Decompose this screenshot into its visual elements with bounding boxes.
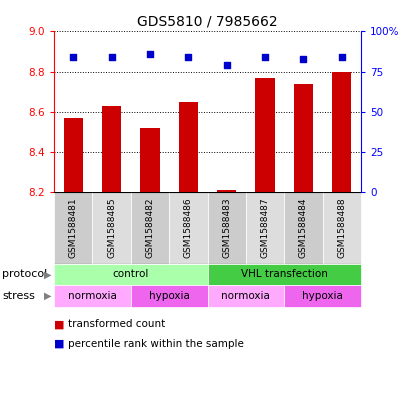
FancyBboxPatch shape: [284, 285, 361, 307]
Text: GSM1588486: GSM1588486: [184, 198, 193, 258]
Bar: [256, 78, 275, 192]
FancyBboxPatch shape: [54, 192, 93, 264]
FancyBboxPatch shape: [169, 192, 208, 264]
Text: protocol: protocol: [2, 269, 47, 279]
Text: ▶: ▶: [44, 269, 52, 279]
Bar: [217, 190, 236, 192]
Text: transformed count: transformed count: [68, 319, 166, 329]
Text: VHL transfection: VHL transfection: [241, 269, 328, 279]
Text: GSM1588483: GSM1588483: [222, 198, 231, 258]
Point: [108, 54, 115, 60]
Point: [262, 54, 269, 60]
FancyBboxPatch shape: [54, 264, 208, 285]
Point: [185, 54, 192, 60]
Text: normoxia: normoxia: [68, 291, 117, 301]
FancyBboxPatch shape: [208, 264, 361, 285]
Point: [146, 51, 153, 57]
Text: ▶: ▶: [44, 291, 52, 301]
Text: GSM1588484: GSM1588484: [299, 198, 308, 258]
Text: GSM1588481: GSM1588481: [68, 198, 78, 258]
FancyBboxPatch shape: [323, 192, 361, 264]
Bar: [179, 102, 198, 192]
Text: GSM1588485: GSM1588485: [107, 198, 116, 258]
Text: GSM1588487: GSM1588487: [261, 198, 270, 258]
Bar: [332, 72, 352, 192]
Text: control: control: [112, 269, 149, 279]
FancyBboxPatch shape: [246, 192, 284, 264]
Point: [70, 54, 76, 60]
Text: ■: ■: [54, 339, 64, 349]
Text: percentile rank within the sample: percentile rank within the sample: [68, 339, 244, 349]
Text: hypoxia: hypoxia: [302, 291, 343, 301]
Bar: [140, 128, 159, 192]
Text: normoxia: normoxia: [222, 291, 270, 301]
FancyBboxPatch shape: [208, 192, 246, 264]
Text: GSM1588482: GSM1588482: [145, 198, 154, 258]
Text: stress: stress: [2, 291, 35, 301]
FancyBboxPatch shape: [208, 285, 284, 307]
Title: GDS5810 / 7985662: GDS5810 / 7985662: [137, 15, 278, 29]
Point: [223, 62, 230, 68]
FancyBboxPatch shape: [93, 192, 131, 264]
FancyBboxPatch shape: [131, 192, 169, 264]
Bar: [102, 106, 121, 192]
FancyBboxPatch shape: [284, 192, 323, 264]
Bar: [294, 84, 313, 192]
Text: GSM1588488: GSM1588488: [337, 198, 347, 258]
FancyBboxPatch shape: [131, 285, 208, 307]
Text: ■: ■: [54, 319, 64, 329]
Point: [339, 54, 345, 60]
Bar: [63, 118, 83, 192]
FancyBboxPatch shape: [54, 285, 131, 307]
Text: hypoxia: hypoxia: [149, 291, 190, 301]
Point: [300, 56, 307, 62]
